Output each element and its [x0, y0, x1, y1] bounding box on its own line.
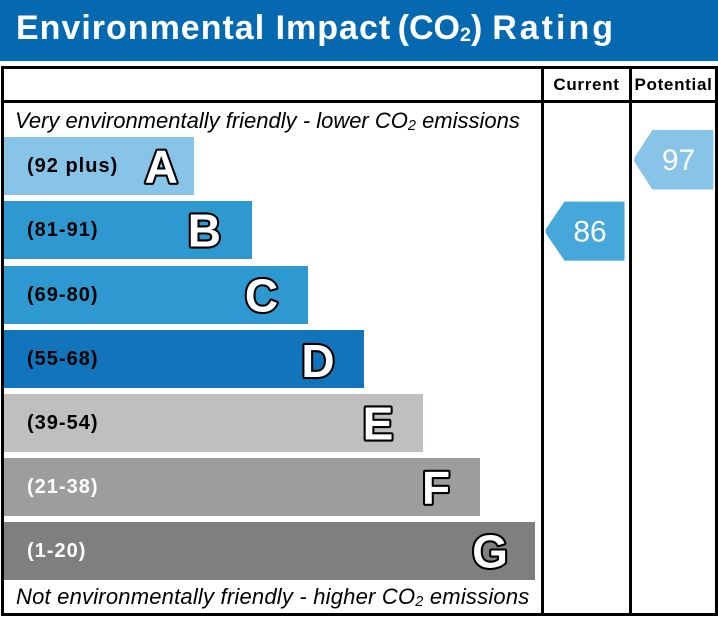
svg-text:A: A: [145, 140, 178, 192]
svg-text:G: G: [472, 525, 508, 577]
svg-text:B: B: [188, 204, 221, 256]
svg-text:E: E: [363, 397, 394, 449]
svg-text:F: F: [422, 461, 450, 513]
svg-text:C: C: [245, 269, 278, 321]
svg-text:97: 97: [662, 144, 695, 177]
svg-text:86: 86: [573, 216, 606, 249]
svg-text:D: D: [301, 335, 334, 387]
